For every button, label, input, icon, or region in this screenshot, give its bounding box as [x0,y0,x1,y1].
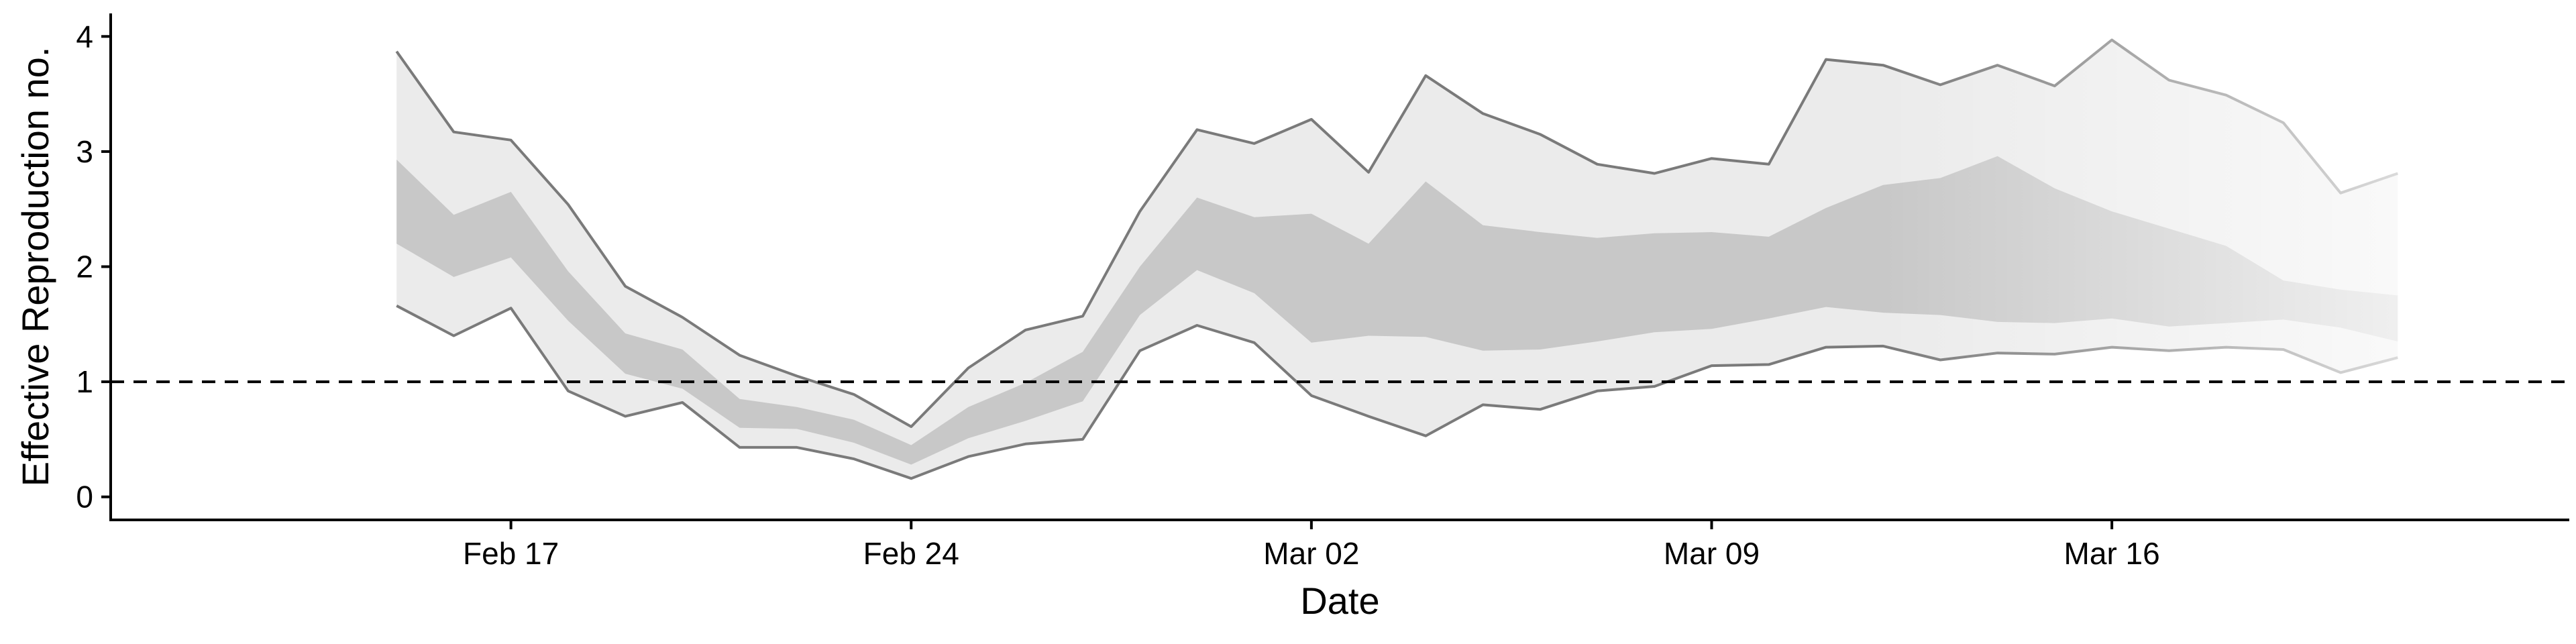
x-tick-label: Feb 24 [863,536,959,571]
y-tick-label: 2 [76,250,93,284]
x-tick-label: Mar 16 [2064,536,2160,571]
plot-area [111,7,2569,517]
y-tick-label: 3 [76,134,93,169]
x-tick-label: Feb 17 [463,536,559,571]
y-tick-label: 4 [76,19,93,54]
x-axis-title: Date [1300,580,1379,622]
y-tick-label: 1 [76,364,93,399]
x-tick-label: Mar 02 [1263,536,1359,571]
y-axis-title: Effective Reproduction no. [14,47,56,487]
x-tick-label: Mar 09 [1664,536,1760,571]
recent-uncertainty-fade [1883,7,2401,517]
axes: 0 1 2 3 4 Feb 17 Feb 24 Mar 02 Mar 09 Mar 16 [76,13,2569,571]
y-tick-label: 0 [76,480,93,515]
